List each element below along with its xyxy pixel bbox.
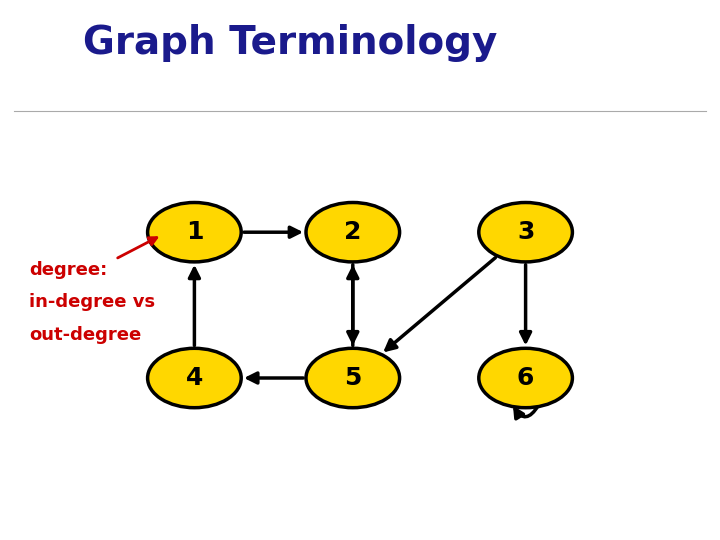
Text: out-degree: out-degree bbox=[29, 326, 141, 344]
Ellipse shape bbox=[479, 348, 572, 408]
Text: 4: 4 bbox=[186, 366, 203, 390]
Text: in-degree vs: in-degree vs bbox=[29, 293, 155, 312]
FancyArrowPatch shape bbox=[515, 406, 539, 419]
Text: 1: 1 bbox=[186, 220, 203, 244]
Text: degree:: degree: bbox=[29, 261, 107, 279]
Text: 6: 6 bbox=[517, 366, 534, 390]
Text: 2: 2 bbox=[344, 220, 361, 244]
FancyArrowPatch shape bbox=[386, 258, 495, 350]
Ellipse shape bbox=[479, 202, 572, 262]
Text: 5: 5 bbox=[344, 366, 361, 390]
FancyArrowPatch shape bbox=[348, 268, 358, 346]
FancyArrowPatch shape bbox=[348, 265, 358, 342]
Ellipse shape bbox=[148, 348, 241, 408]
Ellipse shape bbox=[148, 202, 241, 262]
Text: Graph Terminology: Graph Terminology bbox=[83, 24, 498, 62]
FancyArrowPatch shape bbox=[244, 227, 300, 237]
Ellipse shape bbox=[306, 348, 400, 408]
Ellipse shape bbox=[306, 202, 400, 262]
Text: 3: 3 bbox=[517, 220, 534, 244]
FancyArrowPatch shape bbox=[189, 268, 199, 346]
FancyArrowPatch shape bbox=[248, 373, 303, 383]
FancyArrowPatch shape bbox=[521, 265, 531, 342]
